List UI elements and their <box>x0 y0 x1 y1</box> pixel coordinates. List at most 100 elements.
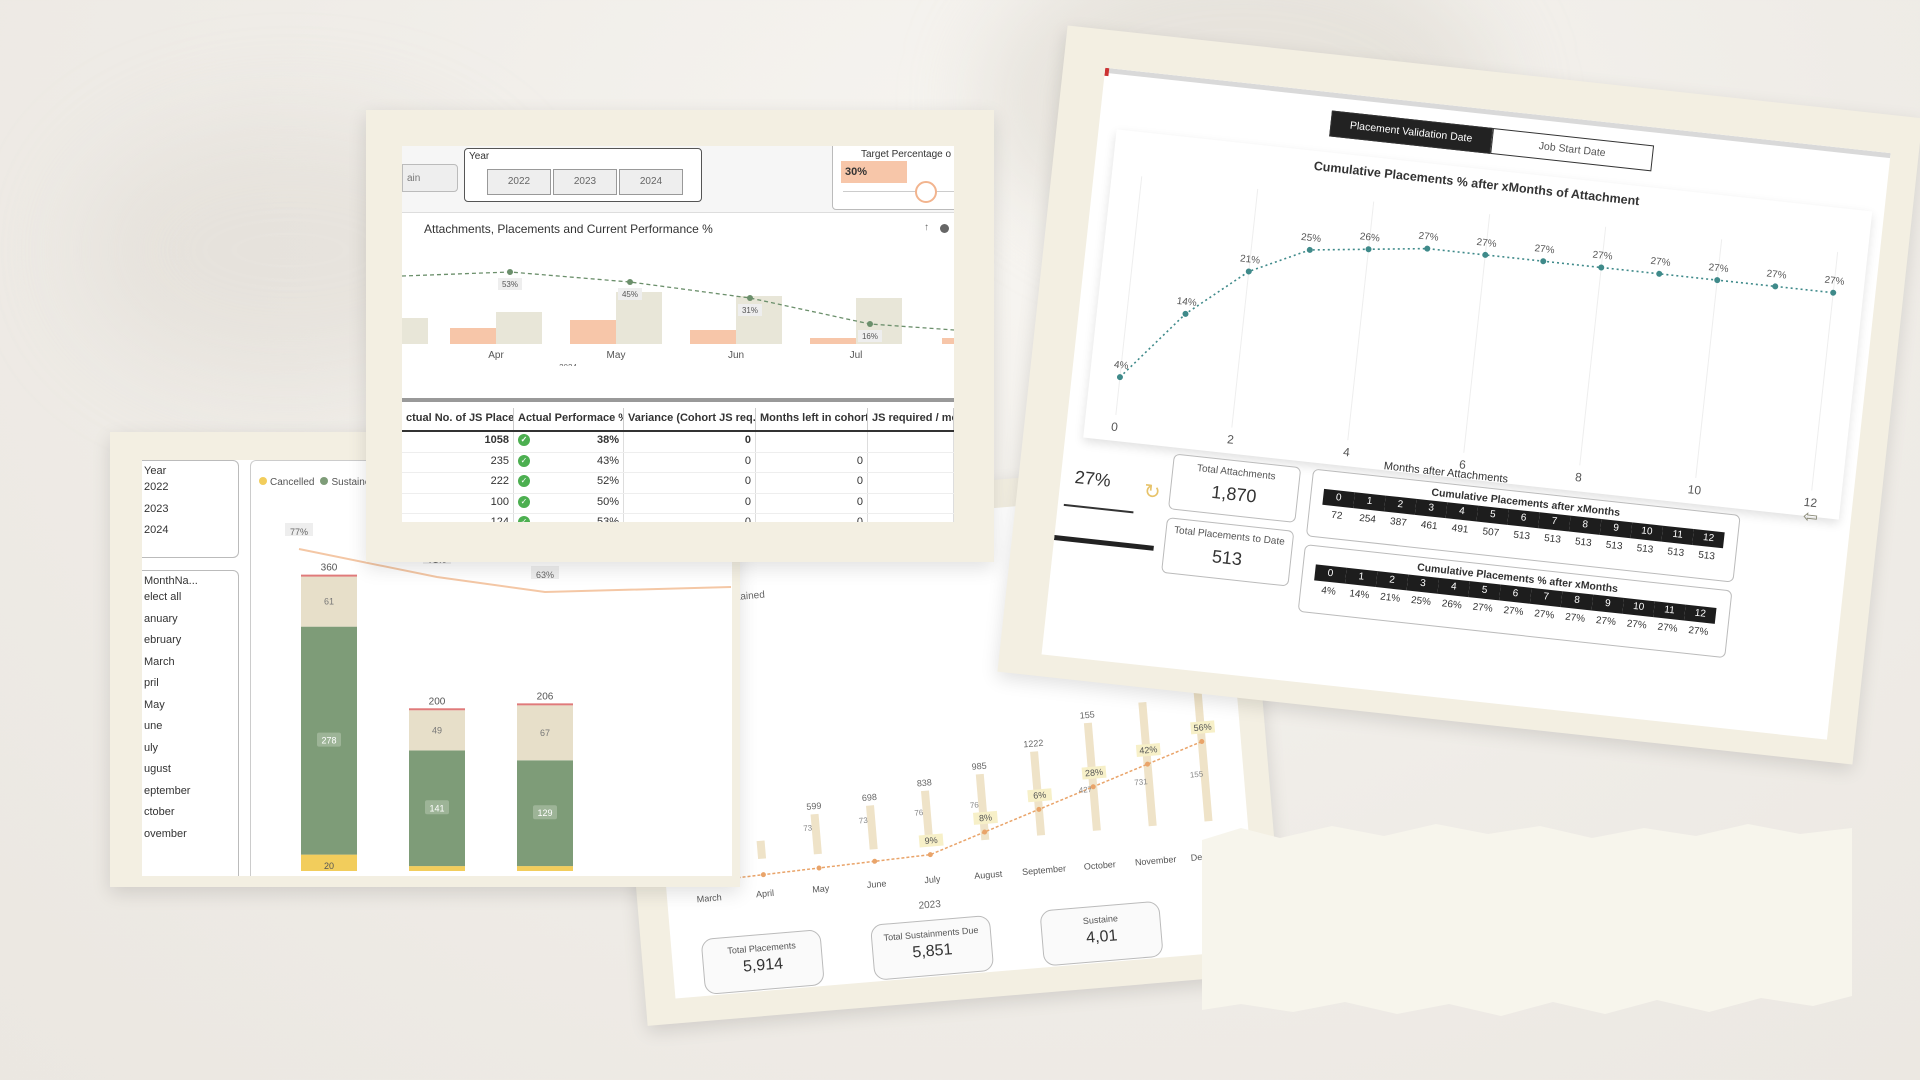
month-slicer-item[interactable]: uly <box>144 741 159 754</box>
month-slicer-item[interactable]: May <box>144 698 165 711</box>
performance-point[interactable] <box>867 321 873 327</box>
attachments-bar[interactable] <box>402 318 428 344</box>
pending-segment[interactable] <box>301 576 357 627</box>
legend-label: Cancelled <box>270 477 315 488</box>
legend-item[interactable]: Cancelled <box>259 477 314 488</box>
month-slicer-item[interactable]: elect all <box>144 591 182 603</box>
cumulative-card: Placement Validation Date Job Start Date … <box>997 25 1920 765</box>
year-slicer-item[interactable]: 2023 <box>144 502 169 515</box>
table-row[interactable]: 124 ✓ 53% 0 0 <box>402 514 954 522</box>
cumulative-point[interactable] <box>1245 268 1252 275</box>
table-row[interactable]: 235 ✓ 43% 0 0 <box>402 452 954 473</box>
cumulative-point[interactable] <box>1772 283 1779 290</box>
conversion-point[interactable] <box>816 865 822 871</box>
months-left-cell <box>756 432 868 452</box>
cumulative-point[interactable] <box>1540 258 1547 265</box>
grid-line <box>1811 251 1839 491</box>
cumulative-label: 14% <box>1176 296 1197 309</box>
chart-sort-icon[interactable]: ↑ <box>924 222 929 233</box>
cumulative-point[interactable] <box>1482 251 1489 259</box>
pending-segment[interactable] <box>517 705 573 761</box>
cumulative-point[interactable] <box>1656 270 1663 278</box>
column-header[interactable]: Months left in cohort <box>756 408 868 430</box>
cumulative-point[interactable] <box>1424 245 1431 252</box>
sustained-bar[interactable] <box>920 790 934 845</box>
target-slider-handle[interactable] <box>915 181 937 203</box>
placements-bar[interactable] <box>450 328 496 344</box>
performance-label: 31% <box>742 306 758 315</box>
cumulative-point[interactable] <box>1598 264 1605 271</box>
nav-arrow-icon[interactable]: ⇦ <box>1801 505 1820 528</box>
attachments-bar[interactable] <box>496 312 542 344</box>
cancelled-segment[interactable] <box>517 866 573 871</box>
column-header[interactable]: ctual No. of JS Placed <box>402 408 514 430</box>
table-header-cell: 1 <box>1344 567 1378 588</box>
legend-item[interactable]: Sustained <box>320 477 376 488</box>
conversion-point[interactable] <box>872 858 878 864</box>
cumulative-point[interactable] <box>1116 374 1124 381</box>
job-start-toggle[interactable]: Job Start Date <box>1490 128 1655 172</box>
sustained-bar[interactable] <box>810 813 822 855</box>
conversion-point[interactable] <box>1090 784 1096 790</box>
placements-bar[interactable] <box>690 330 736 344</box>
conversion-point[interactable] <box>1145 761 1151 767</box>
placement-validation-toggle[interactable]: Placement Validation Date <box>1329 110 1494 154</box>
cumulative-point[interactable] <box>1182 310 1189 318</box>
cancelled-segment[interactable] <box>301 854 357 871</box>
table-row[interactable]: 222 ✓ 52% 0 0 <box>402 473 954 494</box>
conversion-point[interactable] <box>927 852 933 858</box>
month-slicer-item[interactable]: March <box>144 655 175 668</box>
year-button[interactable]: 2023 <box>553 169 617 195</box>
chart-scrollbar[interactable] <box>402 398 954 402</box>
month-slicer-item[interactable]: pril <box>144 677 159 689</box>
cumulative-point[interactable] <box>1365 246 1372 253</box>
year-slicer-item[interactable]: 2024 <box>144 524 169 536</box>
red-corner-marker <box>1104 67 1110 77</box>
bottom-dark-bar <box>1053 535 1154 551</box>
table-value-cell: 513 <box>1666 546 1685 560</box>
left-filter-button[interactable]: ain <box>402 164 458 192</box>
cumulative-point[interactable] <box>1714 277 1721 284</box>
table-row[interactable]: 1058 ✓ 38% 0 <box>402 432 954 453</box>
sustained-bar[interactable] <box>866 805 878 850</box>
year-slicer-item[interactable]: 2022 <box>144 481 169 493</box>
small-value: 76 <box>970 800 980 810</box>
attachments-bar[interactable] <box>736 296 782 344</box>
year-button[interactable]: 2022 <box>487 169 551 195</box>
month-slicer-item[interactable]: ebruary <box>144 634 182 646</box>
conversion-point[interactable] <box>982 829 988 835</box>
year-button[interactable]: 2024 <box>619 169 683 195</box>
attachments-bar[interactable] <box>616 292 662 344</box>
cumulative-point[interactable] <box>1306 246 1313 254</box>
pct-label-bg <box>1027 788 1053 803</box>
performance-point[interactable] <box>507 269 513 275</box>
month-slicer-item[interactable]: eptember <box>144 784 191 797</box>
performance-point[interactable] <box>747 295 753 301</box>
table-header-cell: 10 <box>1630 522 1664 542</box>
table-value-cell: 513 <box>1543 532 1562 546</box>
month-slicer-item[interactable]: ctober <box>144 806 175 818</box>
performance-point[interactable] <box>627 279 633 285</box>
column-header[interactable]: Variance (Cohort JS req.) <box>624 408 756 430</box>
table-row[interactable]: 100 ✓ 50% 0 0 <box>402 493 954 514</box>
conversion-point[interactable] <box>760 872 766 878</box>
conversion-point[interactable] <box>1199 739 1205 745</box>
month-slicer-item[interactable]: ugust <box>144 763 171 775</box>
month-slicer-item[interactable]: une <box>144 720 163 732</box>
sustained-bar[interactable] <box>1191 671 1213 822</box>
column-header[interactable]: Actual Performace % <box>514 408 624 430</box>
cumulative-point[interactable] <box>1830 289 1837 296</box>
placed-cell: 222 <box>402 473 514 493</box>
month-slicer-item[interactable]: anuary <box>144 612 178 625</box>
placements-bar[interactable] <box>810 338 856 344</box>
bar-value: 155 <box>1079 709 1095 720</box>
sustained-bar[interactable] <box>756 840 767 860</box>
month-slicer-item[interactable]: ovember <box>144 827 187 840</box>
placements-bar[interactable] <box>570 320 616 344</box>
conversion-point[interactable] <box>1036 806 1042 812</box>
cancelled-segment[interactable] <box>409 866 465 871</box>
chart-info-icon[interactable] <box>940 224 949 233</box>
column-header[interactable]: JS required / mont <box>868 408 954 430</box>
placements-bar[interactable] <box>942 338 954 344</box>
pending-segment[interactable] <box>409 710 465 751</box>
